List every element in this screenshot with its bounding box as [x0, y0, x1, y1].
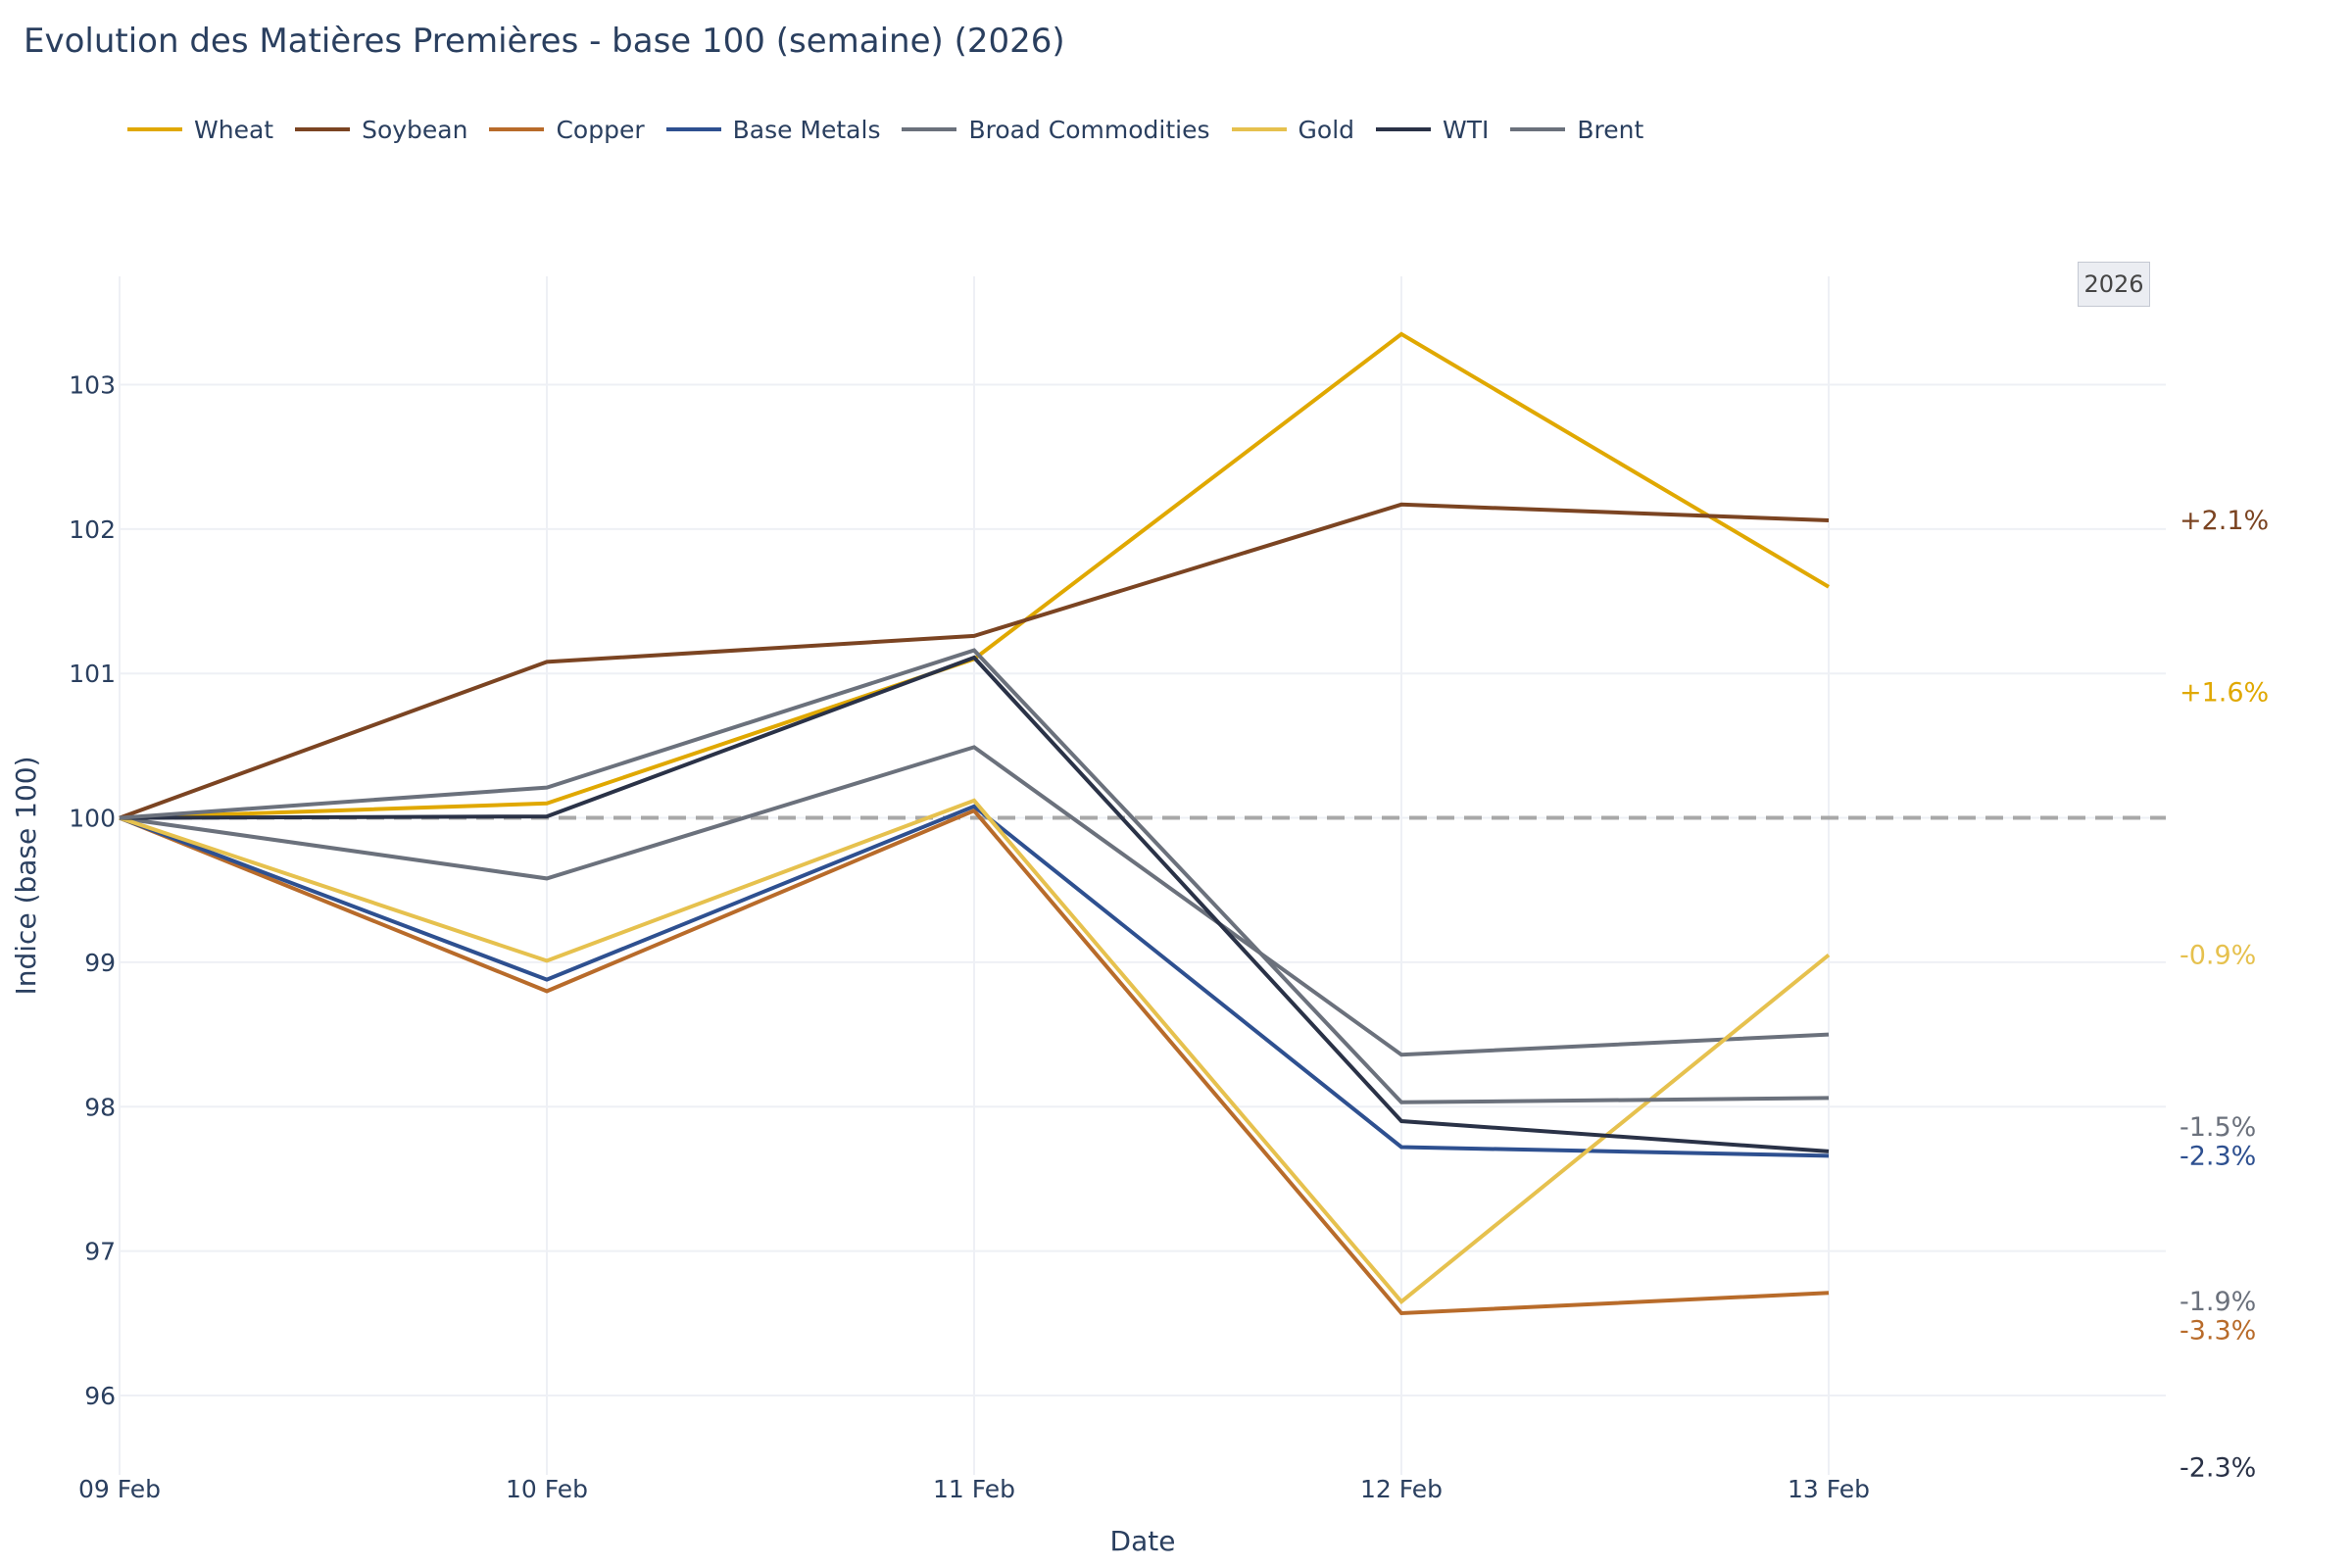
year-badge: 2026 [2078, 262, 2150, 307]
y-tick-label: 102 [69, 515, 116, 544]
chart-title: Evolution des Matières Premières - base … [24, 22, 1065, 61]
x-tick-label: 09 Feb [78, 1475, 161, 1503]
y-tick-label: 100 [69, 805, 116, 833]
legend-label: Wheat [194, 115, 274, 144]
end-value-label: -1.5% [2180, 1112, 2256, 1143]
legend-item[interactable]: Wheat [127, 116, 273, 144]
legend-swatch [902, 127, 957, 131]
legend-swatch [295, 127, 351, 131]
series-line-broad-commodities [119, 745, 1830, 1057]
end-value-label: -3.3% [2180, 1316, 2256, 1347]
legend-label: Gold [1298, 115, 1355, 144]
series-line-brent [119, 648, 1830, 1104]
legend-item[interactable]: WTI [1376, 116, 1489, 144]
series-line-wti [119, 655, 1830, 1153]
x-tick-label: 11 Feb [933, 1475, 1015, 1503]
x-tick-label: 13 Feb [1788, 1475, 1870, 1503]
legend-item[interactable]: Copper [489, 115, 645, 144]
end-value-label: +2.1% [2180, 506, 2269, 536]
legend-swatch [1231, 127, 1287, 131]
y-tick-label: 97 [84, 1238, 116, 1266]
end-value-label: +1.6% [2180, 677, 2269, 708]
legend-item[interactable]: Broad Commodities [902, 115, 1210, 144]
legend-swatch [1510, 127, 1566, 131]
y-tick-label: 101 [69, 660, 116, 688]
series-line-copper [119, 808, 1830, 1316]
legend-label: Base Metals [732, 115, 881, 144]
series-line-soybean [119, 502, 1830, 820]
legend-label: Brent [1577, 115, 1644, 144]
x-axis-title: Date [1110, 1525, 1176, 1557]
end-value-label: -1.9% [2180, 1287, 2256, 1317]
y-axis-title: Indice (base 100) [10, 756, 42, 995]
series-line-gold [119, 798, 1831, 1304]
x-tick-label: 12 Feb [1360, 1475, 1443, 1503]
legend-item[interactable]: Brent [1510, 116, 1643, 144]
y-tick-label: 96 [84, 1382, 116, 1410]
end-value-label: -0.9% [2180, 941, 2256, 971]
legend-item[interactable]: Gold [1231, 115, 1355, 144]
legend-item[interactable]: Base Metals [665, 115, 881, 144]
legend-swatch [489, 127, 545, 131]
y-tick-label: 98 [84, 1093, 116, 1121]
legend-item[interactable]: Soybean [295, 116, 467, 144]
x-tick-label: 10 Feb [506, 1475, 588, 1503]
legend-swatch [1376, 127, 1432, 131]
end-value-label: -2.3% [2180, 1141, 2256, 1171]
legend-label: WTI [1443, 115, 1490, 144]
legend-label: Broad Commodities [968, 115, 1210, 144]
legend-label: Copper [556, 115, 645, 144]
series-line-base-metals [119, 804, 1830, 1158]
end-value-label: -2.3% [2180, 1453, 2256, 1484]
legend: Wheat Soybean Copper Base Metals Broad Commo… [127, 110, 1665, 149]
legend-swatch [665, 127, 721, 131]
legend-swatch [127, 127, 182, 131]
y-tick-label: 99 [84, 949, 116, 977]
y-tick-label: 103 [69, 371, 116, 400]
legend-label: Soybean [362, 115, 468, 144]
